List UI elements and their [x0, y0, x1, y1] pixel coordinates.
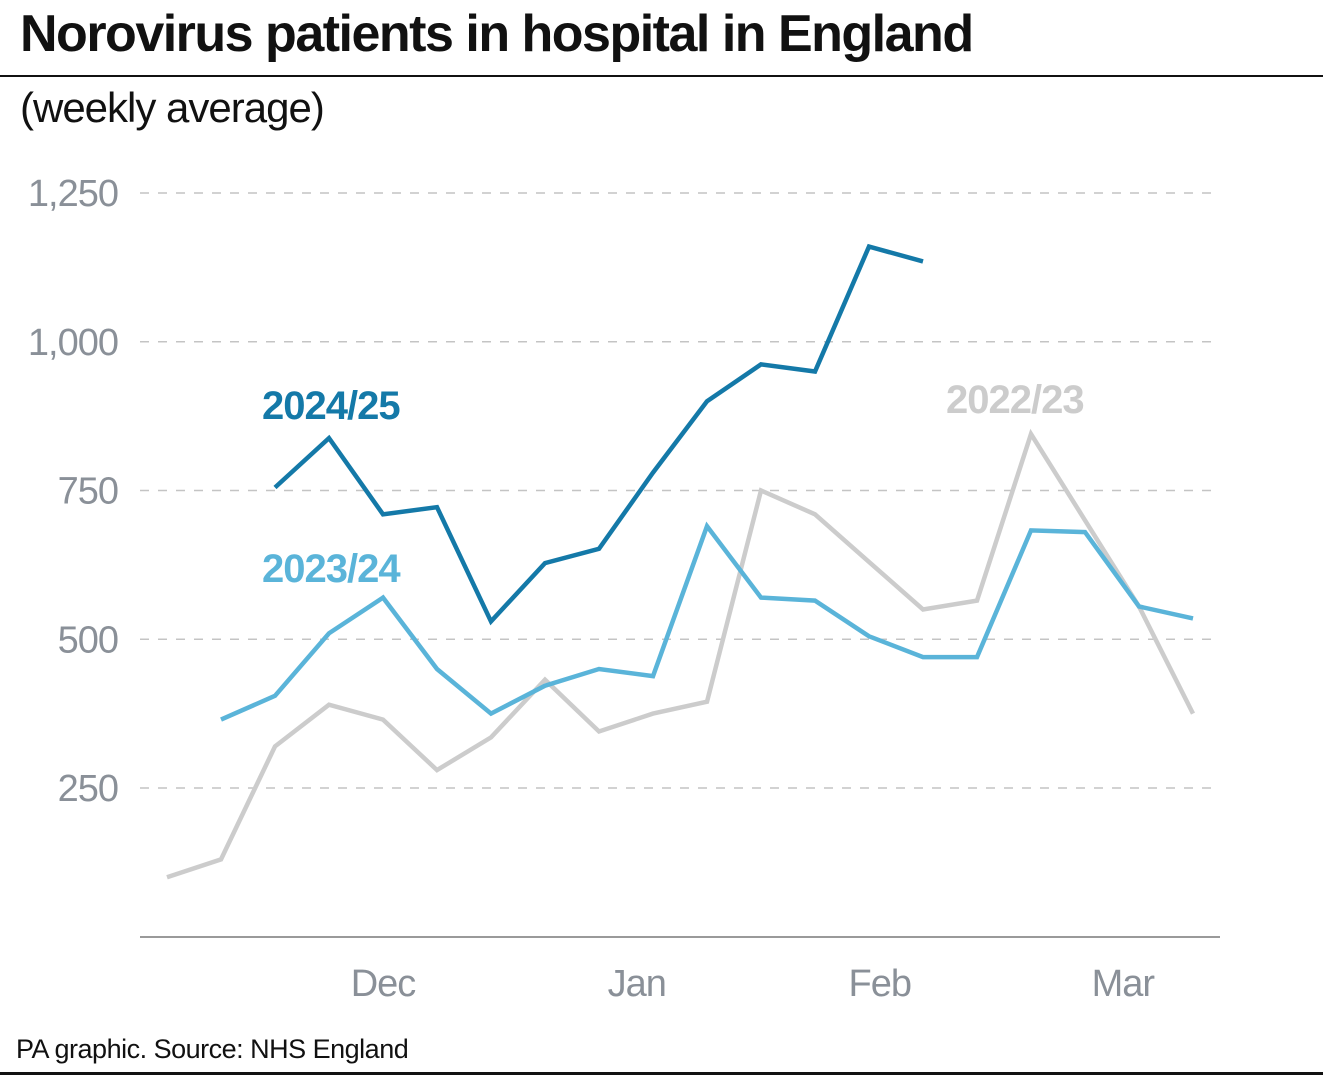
series-labels: 2024/25 2023/24 2022/23	[262, 378, 1085, 591]
series-label-2023-24: 2023/24	[262, 547, 401, 591]
series-line-2024-25	[273, 243, 924, 626]
x-tick-label-dec: Dec	[351, 963, 416, 1005]
x-tick-label-jan: Jan	[608, 963, 666, 1005]
y-tick-label: 1,250	[28, 173, 118, 215]
y-tick-label: 750	[58, 471, 118, 513]
series-line-2022-23	[166, 428, 1196, 880]
x-tick-label-mar: Mar	[1092, 963, 1156, 1005]
series-line-2023-24	[220, 521, 1194, 722]
y-axis-tick-labels: 250 500 750 1,000 1,250	[28, 173, 119, 810]
x-axis-tick-labels: Dec Jan Feb Mar	[351, 963, 1157, 1005]
title-divider	[0, 75, 1323, 77]
y-tick-label: 1,000	[28, 322, 118, 364]
series-label-2024-25: 2024/25	[262, 384, 400, 428]
y-tick-label: 250	[58, 768, 118, 810]
source-credit: PA graphic. Source: NHS England	[16, 1034, 409, 1064]
series-lines	[166, 243, 1196, 880]
y-tick-label: 500	[58, 619, 118, 661]
chart-subtitle: (weekly average)	[20, 84, 325, 131]
series-label-2022-23: 2022/23	[946, 378, 1084, 422]
footer-divider	[0, 1072, 1323, 1075]
x-tick-label-feb: Feb	[849, 963, 911, 1005]
chart-title: Norovirus patients in hospital in Englan…	[20, 5, 974, 63]
gridlines	[140, 192, 1220, 789]
